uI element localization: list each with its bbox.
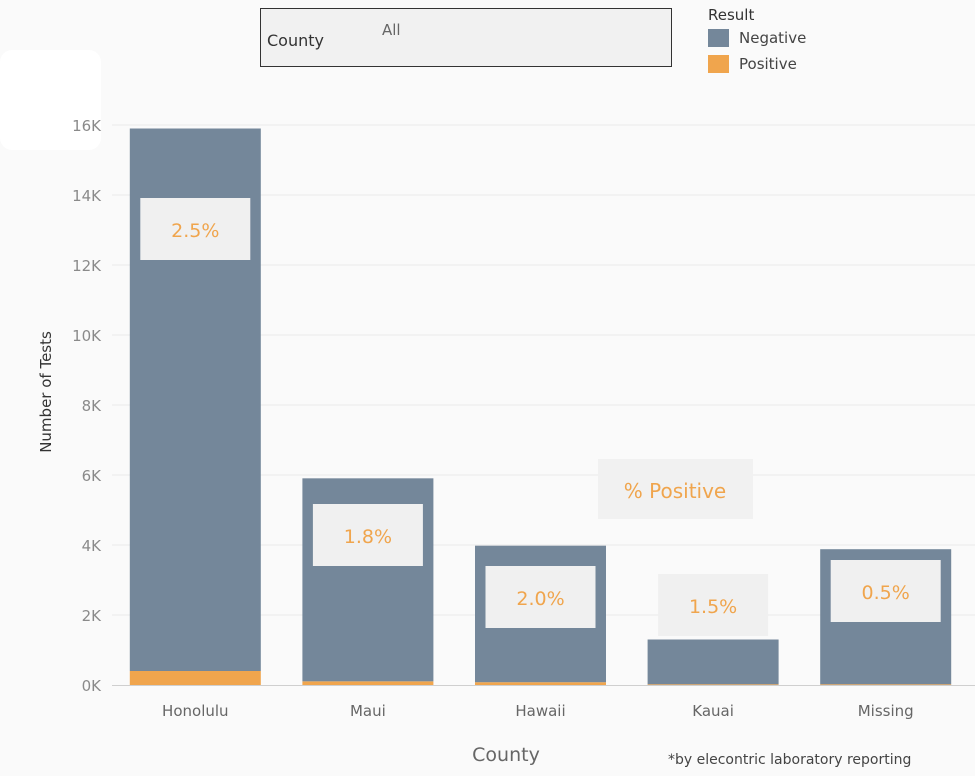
bar-positive [302,681,434,685]
y-tick-label: 6K [82,467,103,485]
legend-item-negative[interactable]: Negative [708,25,848,51]
y-tick-label: 4K [82,537,103,555]
y-tick-label: 0K [82,677,103,695]
result-legend: Result Negative Positive [708,5,848,77]
pct-label: 1.5% [689,596,737,618]
legend-swatch-positive [708,55,729,73]
pct-label-box [658,574,769,636]
pct-label-box [140,198,251,260]
x-tick-label: Hawaii [515,702,565,720]
footnote: *by elecontric laboratory reporting [668,752,912,768]
pct-label-box [830,560,941,622]
y-tick-label: 12K [72,257,102,275]
legend-item-positive[interactable]: Positive [708,51,848,77]
pct-label-box [485,566,596,628]
bar-positive [820,684,952,685]
bar-negative [647,639,779,685]
bar-positive [647,684,779,685]
y-axis-title: Number of Tests [37,331,55,453]
blank-panel [0,50,101,150]
pct-annotation-box [598,459,753,519]
bar-positive [129,671,261,685]
y-tick-label: 16K [72,117,102,135]
legend-title: Result [708,6,755,24]
y-tick-label: 2K [82,607,103,625]
y-tick-label: 14K [72,187,102,205]
pct-annotation: % Positive [624,479,726,503]
county-filter-value[interactable]: All [382,21,401,39]
pct-label: 2.0% [516,588,564,610]
pct-label: 2.5% [171,220,219,242]
x-tick-label: Honolulu [162,702,229,720]
county-filter-label: County [267,31,324,50]
bar-positive [475,682,606,685]
x-tick-label: Maui [350,702,386,720]
pct-label: 1.8% [344,526,392,548]
pct-label-box [312,504,423,566]
y-tick-label: 10K [72,327,102,345]
legend-label-positive: Positive [739,55,797,73]
y-tick-label: 8K [82,397,103,415]
legend-swatch-negative [708,29,729,47]
x-tick-label: Missing [858,702,914,720]
county-filter[interactable]: County All [260,8,672,67]
pct-label: 0.5% [862,582,910,604]
x-tick-label: Kauai [692,702,734,720]
legend-label-negative: Negative [739,29,807,47]
x-axis-title: County [472,744,540,766]
